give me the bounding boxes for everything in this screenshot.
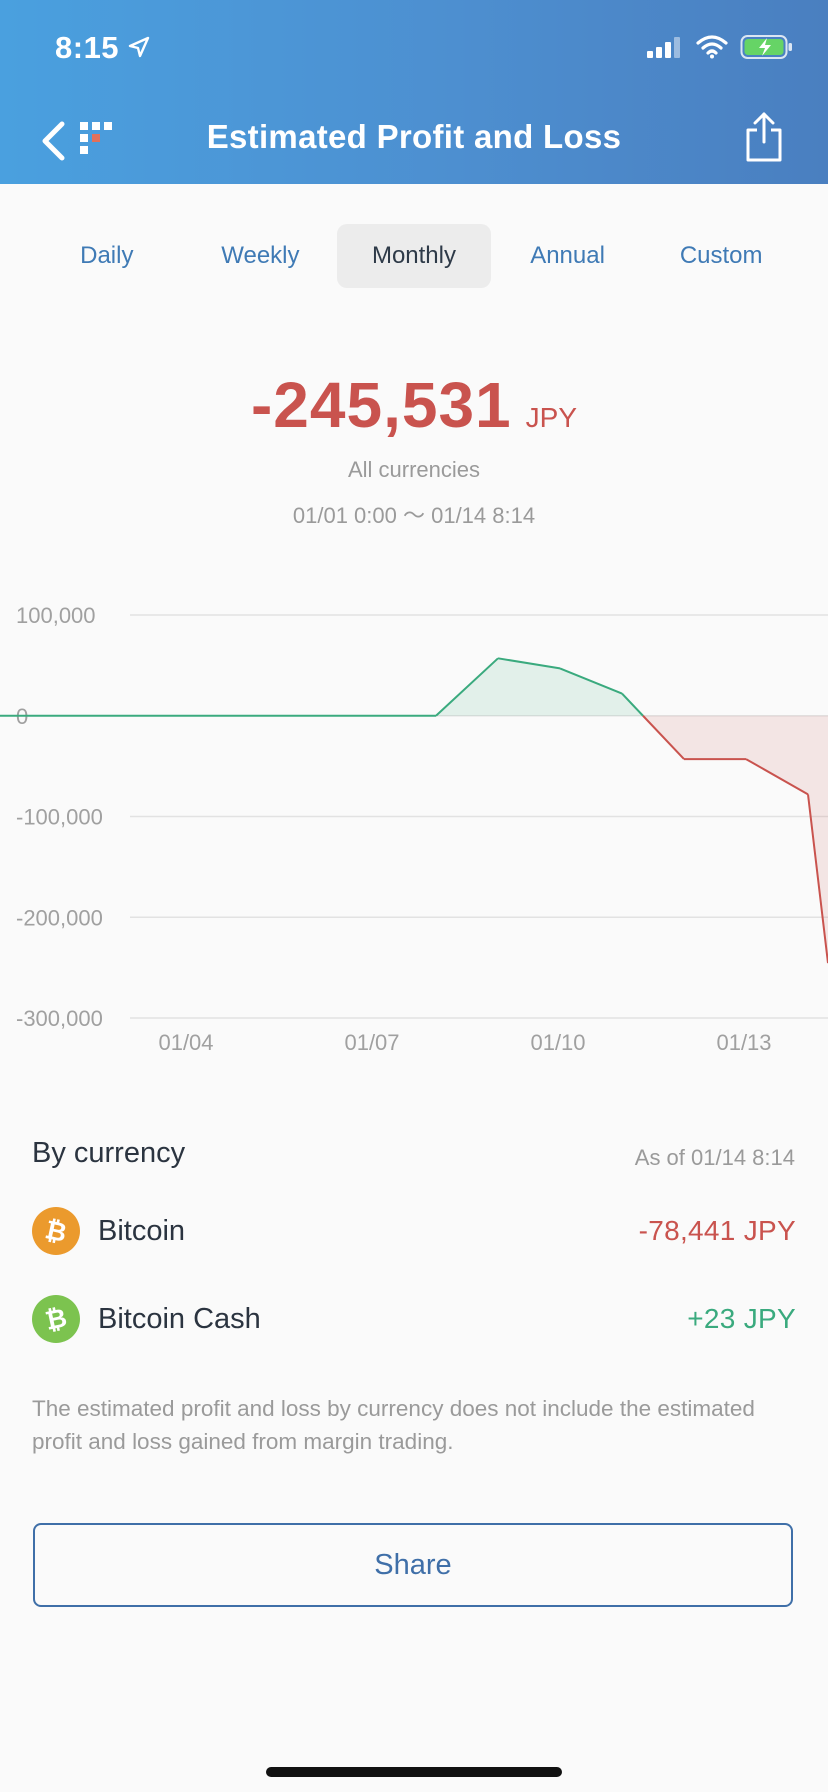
disclaimer-note: The estimated profit and loss by currenc…	[32, 1396, 755, 1454]
currency-name: Bitcoin	[98, 1214, 186, 1247]
location-arrow-icon	[128, 36, 150, 58]
period-tabs: Daily Weekly Monthly Annual Custom	[30, 224, 798, 288]
y-tick-label: -100,000	[16, 805, 103, 830]
tab-monthly[interactable]: Monthly	[337, 224, 491, 288]
svg-text:₿: ₿	[43, 1304, 70, 1334]
x-tick-label: 01/07	[344, 1030, 399, 1055]
share-icon[interactable]	[742, 110, 786, 164]
currency-value: -78,441 JPY	[638, 1215, 796, 1246]
total-value: -245,531	[250, 369, 512, 441]
battery-charging-icon	[740, 35, 792, 59]
negative-line	[642, 715, 828, 964]
cellular-signal-icon	[647, 37, 680, 58]
app-header: 8:15 Estimated Prof	[0, 0, 828, 184]
tab-daily[interactable]: Daily	[80, 242, 134, 269]
x-tick-label: 01/13	[716, 1030, 771, 1055]
status-time: 8:15	[55, 30, 120, 65]
back-chevron-icon[interactable]	[36, 118, 70, 164]
bitcoin-icon: ₿	[32, 1207, 80, 1255]
currency-value: +23 JPY	[687, 1303, 796, 1334]
by-currency-title: By currency	[32, 1137, 186, 1169]
tab-custom[interactable]: Custom	[679, 242, 763, 269]
total-unit: JPY	[525, 402, 577, 433]
tab-annual[interactable]: Annual	[530, 242, 605, 269]
page-title: Estimated Profit and Loss	[206, 118, 622, 155]
currency-row-bitcoin[interactable]: ₿ Bitcoin -78,441 JPY	[32, 1206, 796, 1256]
date-range-label: 01/01 0:00 〜 01/14 8:14	[292, 503, 536, 528]
y-tick-label: -200,000	[16, 905, 103, 930]
scope-label: All currencies	[347, 457, 481, 482]
as-of-label: As of 01/14 8:14	[634, 1145, 795, 1170]
app-logo-icon	[80, 122, 112, 154]
x-tick-label: 01/04	[158, 1030, 213, 1055]
share-button[interactable]: Share	[33, 1523, 793, 1607]
positive-line	[0, 657, 644, 717]
y-tick-label: -300,000	[16, 1006, 103, 1031]
home-indicator	[266, 1767, 562, 1777]
svg-text:₿: ₿	[42, 1216, 69, 1246]
bitcoin-cash-icon: ₿	[32, 1295, 80, 1343]
currency-row-bitcoin-cash[interactable]: ₿ Bitcoin Cash +23 JPY	[32, 1294, 796, 1344]
negative-area	[642, 715, 828, 964]
y-tick-label: 100,000	[16, 603, 96, 628]
total-profit-loss: -245,531 JPY	[0, 368, 828, 442]
currency-name: Bitcoin Cash	[98, 1302, 261, 1335]
x-tick-label: 01/10	[530, 1030, 585, 1055]
wifi-icon	[696, 35, 728, 59]
positive-area	[0, 658, 643, 716]
status-icons	[646, 34, 794, 60]
tab-weekly[interactable]: Weekly	[221, 242, 300, 269]
